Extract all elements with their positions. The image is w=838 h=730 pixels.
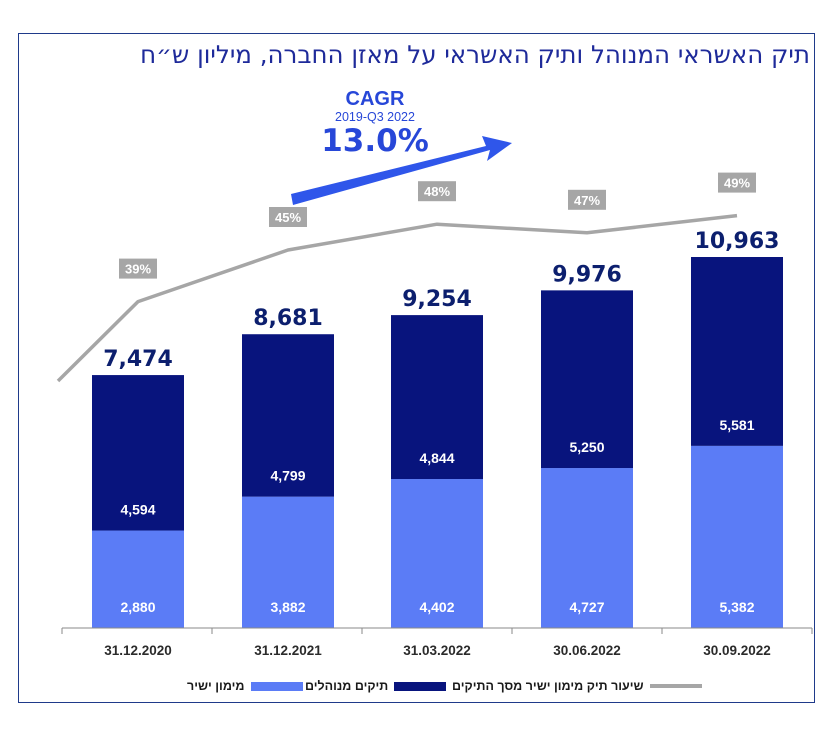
bar-managed [92,375,184,531]
bar-direct [242,496,334,628]
cagr-label: CAGR [345,88,405,110]
cagr-annotation: CAGR 2019-Q3 2022 13.0% [300,88,450,158]
pct-label-box [718,172,756,193]
pct-label-box [119,258,157,279]
data-label-direct: 4,402 [419,599,454,615]
data-label-direct: 2,880 [120,599,155,615]
bar-managed [242,334,334,497]
x-tick-label: 31.12.2020 [104,643,172,658]
data-label-direct: 4,727 [569,599,604,615]
cagr-value: 13.0% [321,123,429,159]
data-label-direct: 3,882 [270,599,305,615]
data-label-total: 7,474 [103,347,173,372]
bar-managed [391,315,483,480]
x-tick-label: 31.12.2021 [254,643,322,658]
data-label-managed: 5,250 [569,439,604,455]
x-tick-label: 30.09.2022 [703,643,771,658]
legend-label-managed: תיקים מנוהלים [305,679,389,693]
legend-label-ratio: שיעור תיק מימון ישיר מסך התיקים [452,679,644,693]
bar-direct [541,468,633,628]
legend-item-managed: תיקים מנוהלים [305,679,447,693]
data-label-managed: 5,581 [719,417,754,433]
cagr-period: 2019-Q3 2022 [335,110,415,124]
data-label-managed: 4,799 [270,468,305,484]
legend-swatch-direct [250,681,303,691]
data-label-direct: 5,382 [719,599,754,615]
bar-managed [541,290,633,469]
pct-label-box [418,181,456,202]
data-label-total: 9,254 [402,287,472,312]
pct-label: 39% [125,262,151,277]
legend-item-direct: מימון ישיר [187,679,303,693]
bar-direct [691,445,783,628]
pct-label: 45% [275,210,301,225]
chart-frame [18,33,815,703]
pct-label: 48% [424,184,450,199]
legend-swatch-managed [394,681,447,691]
pct-label-box [269,207,307,227]
x-tick-label: 30.06.2022 [553,643,621,658]
cagr-arrow-icon [291,136,512,205]
legend-swatch-ratio [649,684,702,688]
data-label-total: 8,681 [253,306,323,331]
chart-title: תיק האשראי המנוהל ותיק האשראי על מאזן הח… [140,40,810,69]
pct-label: 47% [574,193,600,208]
data-label-managed: 4,594 [120,502,155,518]
bar-direct [391,479,483,628]
pct-label: 49% [724,176,750,191]
data-label-managed: 4,844 [419,450,454,466]
legend-label-direct: מימון ישיר [187,679,245,693]
legend-item-ratio: שיעור תיק מימון ישיר מסך התיקים [452,679,702,693]
data-label-total: 10,963 [695,229,780,254]
bar-direct [92,530,184,628]
ratio-line [56,213,738,383]
bar-managed [691,257,783,446]
pct-label-box [568,189,606,210]
x-tick-label: 31.03.2022 [403,643,471,658]
data-label-total: 9,976 [552,262,622,287]
